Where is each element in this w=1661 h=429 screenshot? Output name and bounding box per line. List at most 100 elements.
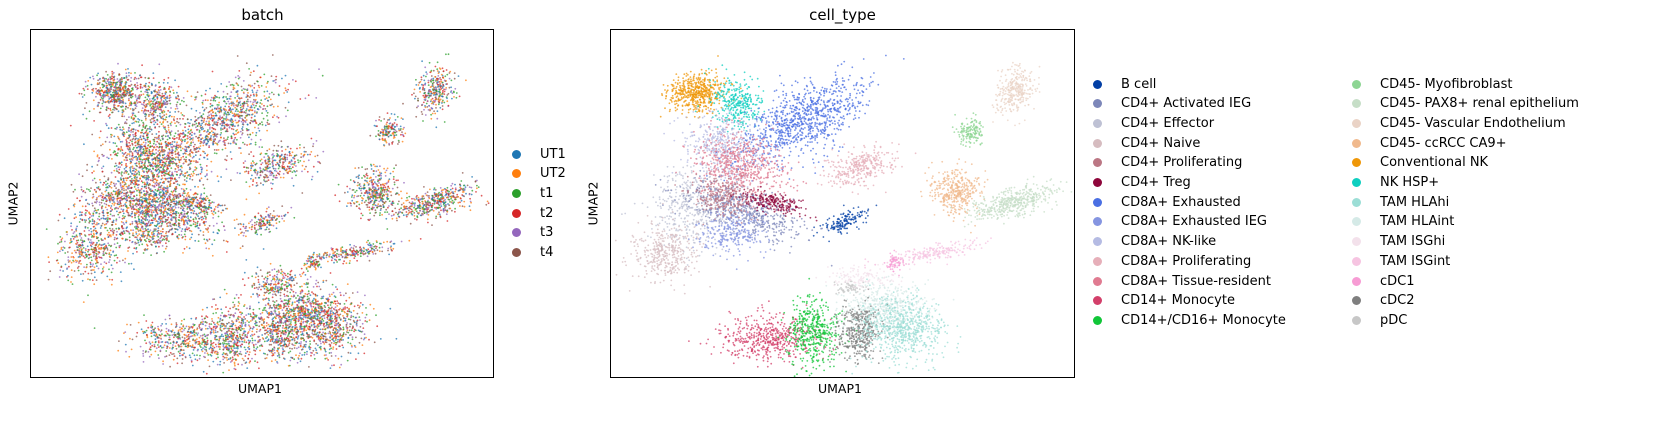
scatter-point — [107, 197, 110, 199]
scatter-point — [93, 120, 95, 122]
scatter-point — [244, 160, 247, 163]
scatter-point — [70, 225, 72, 228]
scatter-point — [170, 178, 172, 180]
scatter-point — [69, 260, 71, 262]
scatter-point — [178, 214, 181, 217]
scatter-point — [107, 217, 109, 219]
scatter-point — [88, 211, 90, 214]
scatter-point — [175, 103, 178, 106]
scatter-point — [120, 77, 123, 79]
scatter-point — [118, 79, 121, 82]
scatter-point — [207, 231, 210, 233]
scatter-point — [154, 98, 156, 101]
scatter-point — [217, 90, 219, 93]
scatter-point — [59, 250, 61, 253]
scatter-point — [183, 213, 186, 216]
scatter-point — [221, 204, 224, 207]
scatter-point — [113, 201, 115, 203]
scatter-point — [301, 170, 303, 173]
scatter-point — [68, 265, 70, 268]
scatter-point — [183, 140, 186, 143]
scatter-point — [105, 222, 108, 225]
scatter-point — [91, 265, 94, 267]
scatter-point — [192, 193, 195, 196]
scatter-point — [119, 126, 121, 129]
scatter-point — [225, 116, 228, 118]
scatter-point — [128, 97, 130, 100]
scatter-point — [150, 215, 153, 217]
scatter-point — [181, 202, 184, 204]
scatter-point — [125, 170, 128, 172]
scatter-point — [214, 128, 217, 131]
scatter-point — [212, 118, 215, 121]
scatter-point — [154, 159, 157, 162]
scatter-point — [203, 109, 206, 112]
scatter-point — [230, 179, 232, 182]
scatter-point — [114, 127, 117, 130]
scatter-point — [202, 121, 205, 123]
scatter-point — [107, 211, 110, 214]
scatter-point — [216, 206, 219, 209]
scatter-point — [292, 156, 294, 159]
scatter-point — [144, 142, 147, 144]
scatter-point — [152, 142, 155, 145]
scatter-point — [236, 90, 239, 93]
scatter-point — [73, 249, 76, 252]
scatter-point — [188, 202, 191, 205]
scatter-point — [174, 213, 177, 215]
scatter-point — [260, 170, 263, 173]
scatter-point — [218, 117, 220, 119]
scatter-point — [121, 237, 123, 240]
scatter-point — [131, 140, 133, 143]
scatter-point — [105, 124, 108, 127]
scatter-point — [201, 103, 204, 105]
scatter-point — [74, 188, 76, 191]
scatter-point — [160, 123, 163, 125]
scatter-point — [127, 106, 129, 109]
scatter-point — [173, 182, 176, 185]
scatter-point — [99, 87, 102, 89]
scatter-point — [60, 239, 63, 241]
scatter-point — [239, 106, 242, 109]
scatter-point — [121, 129, 123, 131]
scatter-point — [148, 130, 151, 133]
scatter-point — [280, 146, 283, 148]
scatter-point — [169, 203, 172, 206]
scatter-point — [169, 90, 172, 93]
scatter-point — [70, 281, 72, 283]
scatter-point — [190, 137, 193, 140]
scatter-point — [98, 136, 101, 139]
scatter-point — [109, 154, 112, 156]
scatter-point — [71, 229, 73, 231]
scatter-point — [237, 103, 240, 106]
scatter-point — [106, 208, 109, 211]
scatter-point — [123, 77, 126, 79]
scatter-point — [111, 221, 114, 224]
scatter-point — [145, 129, 148, 132]
scatter-point — [204, 152, 207, 155]
scatter-point — [82, 255, 85, 258]
scatter-point — [239, 247, 242, 250]
scatter-point — [124, 257, 127, 260]
scatter-point — [186, 177, 188, 179]
scatter-point — [124, 122, 126, 125]
scatter-point — [129, 195, 132, 198]
scatter-point — [148, 88, 151, 91]
scatter-point — [252, 160, 254, 163]
scatter-point — [88, 229, 90, 232]
scatter-point — [256, 101, 259, 103]
scatter-point — [125, 163, 127, 165]
scatter-point — [236, 105, 239, 108]
scatter-point — [286, 154, 289, 156]
scatter-point — [157, 89, 160, 91]
scatter-point — [163, 114, 166, 117]
scatter-point — [59, 236, 62, 238]
scatter-point — [204, 242, 207, 245]
scatter-point — [141, 107, 144, 109]
scatter-point — [164, 196, 167, 198]
scatter-point — [245, 108, 248, 110]
scatter-point — [189, 205, 191, 208]
scatter-point — [157, 136, 160, 138]
scatter-point — [132, 131, 134, 133]
scatter-point — [97, 72, 99, 75]
